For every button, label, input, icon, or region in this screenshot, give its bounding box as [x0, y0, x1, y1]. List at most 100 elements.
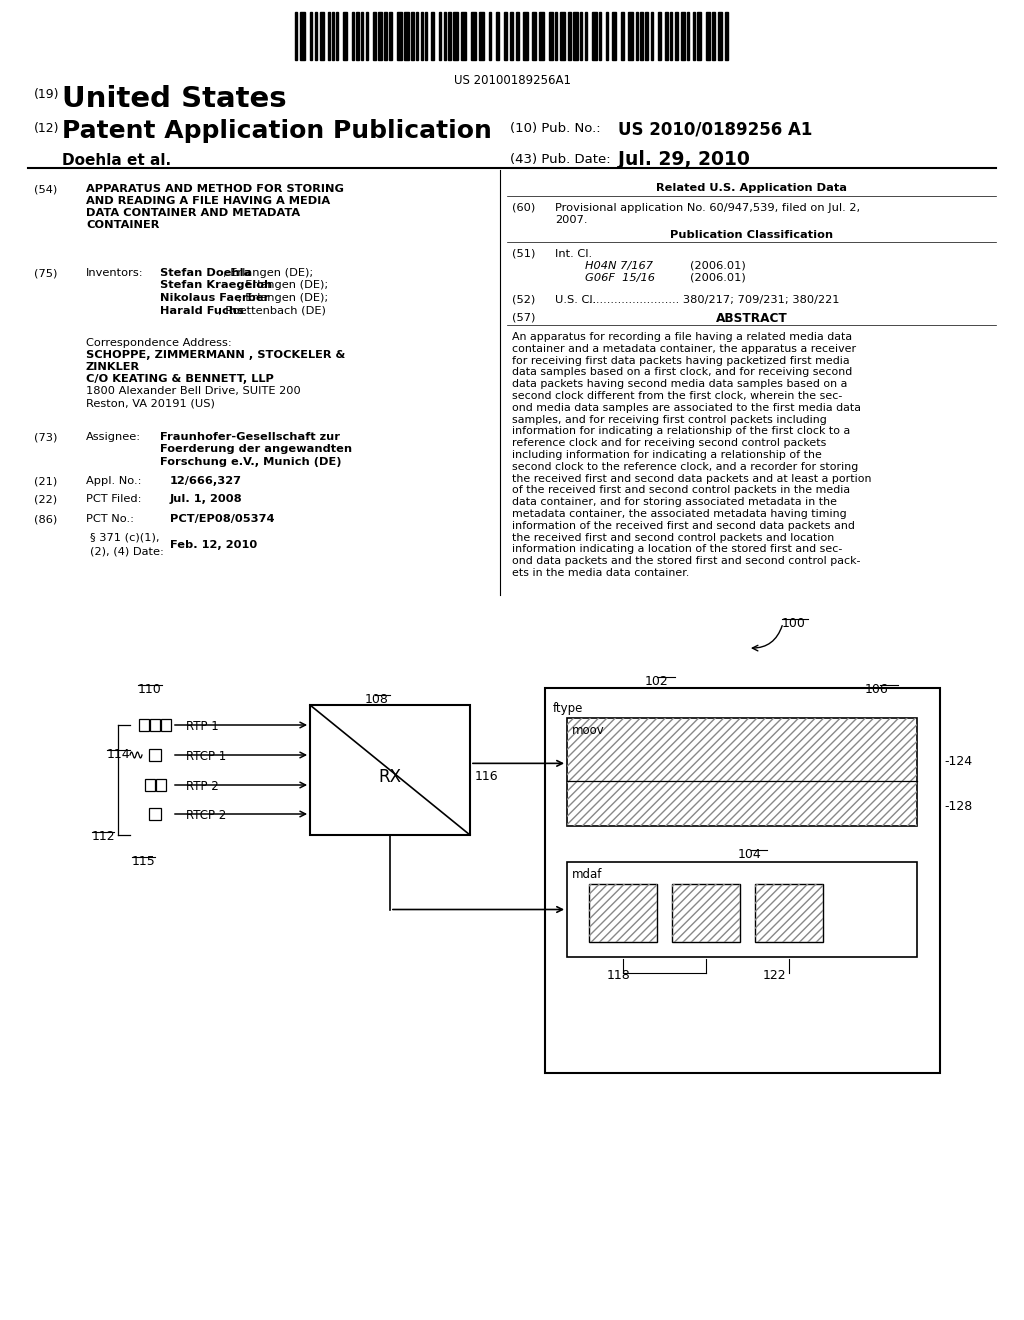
Text: (73): (73): [34, 432, 57, 442]
Text: (54): (54): [34, 183, 57, 194]
Bar: [672, 884, 740, 942]
Text: PCT Filed:: PCT Filed:: [86, 494, 141, 504]
Text: .......................... 380/217; 709/231; 380/221: .......................... 380/217; 709/…: [585, 294, 840, 305]
Text: (10) Pub. No.:: (10) Pub. No.:: [510, 121, 601, 135]
Text: (43) Pub. Date:: (43) Pub. Date:: [510, 153, 610, 166]
Text: Stefan Doehla: Stefan Doehla: [160, 268, 251, 279]
Text: for receiving first data packets having packetized first media: for receiving first data packets having …: [512, 355, 850, 366]
Text: PCT No.:: PCT No.:: [86, 513, 134, 524]
Text: Jul. 1, 2008: Jul. 1, 2008: [170, 494, 243, 504]
Text: the received first and second control packets and location: the received first and second control pa…: [512, 532, 835, 543]
Text: data samples based on a first clock, and for receiving second: data samples based on a first clock, and…: [512, 367, 852, 378]
Bar: [352, 12, 354, 59]
Text: SCHOPPE, ZIMMERMANN , STOCKELER &: SCHOPPE, ZIMMERMANN , STOCKELER &: [86, 350, 345, 360]
Text: (75): (75): [34, 268, 57, 279]
Bar: [573, 12, 578, 59]
Bar: [389, 12, 392, 59]
Text: United States: United States: [62, 84, 287, 114]
Text: (22): (22): [34, 494, 57, 504]
Text: CONTAINER: CONTAINER: [86, 220, 160, 230]
Bar: [755, 884, 823, 942]
Bar: [431, 12, 434, 59]
Text: RX: RX: [378, 768, 401, 785]
Bar: [319, 12, 324, 59]
Text: Harald Fuchs: Harald Fuchs: [160, 305, 244, 315]
Bar: [599, 12, 601, 59]
Bar: [606, 12, 608, 59]
Bar: [651, 12, 653, 59]
Text: (2), (4) Date:: (2), (4) Date:: [90, 546, 164, 556]
Text: -124: -124: [944, 755, 972, 768]
Bar: [336, 12, 338, 59]
Text: (60): (60): [512, 203, 536, 213]
Text: DATA CONTAINER AND METADATA: DATA CONTAINER AND METADATA: [86, 209, 300, 218]
Bar: [144, 779, 155, 791]
Bar: [361, 12, 362, 59]
Bar: [585, 12, 587, 59]
Bar: [343, 12, 347, 59]
Bar: [384, 12, 387, 59]
Bar: [425, 12, 427, 59]
Bar: [439, 12, 441, 59]
Bar: [592, 12, 597, 59]
Text: data container, and for storing associated metadata in the: data container, and for storing associat…: [512, 498, 837, 507]
Text: of the received first and second control packets in the media: of the received first and second control…: [512, 486, 850, 495]
Text: Patent Application Publication: Patent Application Publication: [62, 119, 492, 143]
Bar: [461, 12, 466, 59]
Text: ABSTRACT: ABSTRACT: [716, 312, 787, 325]
Text: 100: 100: [782, 616, 806, 630]
Text: 118: 118: [607, 969, 631, 982]
Bar: [675, 12, 678, 59]
Text: RTCP 1: RTCP 1: [186, 750, 226, 763]
Text: second clock different from the first clock, wherein the sec-: second clock different from the first cl…: [512, 391, 843, 401]
Bar: [328, 12, 330, 59]
Text: -128: -128: [944, 800, 972, 813]
Bar: [156, 779, 166, 791]
Text: Nikolaus Faerber: Nikolaus Faerber: [160, 293, 269, 304]
Text: information for indicating a relationship of the first clock to a: information for indicating a relationshi…: [512, 426, 850, 437]
Text: 2007.: 2007.: [555, 215, 588, 224]
Text: RTP 1: RTP 1: [186, 719, 219, 733]
Text: the received first and second data packets and at least a portion: the received first and second data packe…: [512, 474, 871, 483]
Bar: [545, 688, 940, 1073]
Bar: [712, 12, 715, 59]
Bar: [687, 12, 689, 59]
Bar: [658, 12, 662, 59]
Text: information of the received first and second data packets and: information of the received first and se…: [512, 521, 855, 531]
Text: Appl. No.:: Appl. No.:: [86, 477, 141, 486]
Bar: [489, 12, 490, 59]
Bar: [366, 12, 368, 59]
Text: ond media data samples are associated to the first media data: ond media data samples are associated to…: [512, 403, 861, 413]
Text: Doehla et al.: Doehla et al.: [62, 153, 171, 168]
Bar: [161, 719, 171, 731]
Bar: [471, 12, 476, 59]
Bar: [555, 12, 557, 59]
Bar: [332, 12, 334, 59]
Text: Reston, VA 20191 (US): Reston, VA 20191 (US): [86, 399, 215, 408]
Bar: [150, 719, 160, 731]
Bar: [621, 12, 624, 59]
Bar: [681, 12, 685, 59]
Text: container and a metadata container, the apparatus a receiver: container and a metadata container, the …: [512, 343, 856, 354]
Text: AND READING A FILE HAVING A MEDIA: AND READING A FILE HAVING A MEDIA: [86, 195, 330, 206]
Text: U.S. Cl.: U.S. Cl.: [555, 294, 596, 305]
Text: 110: 110: [138, 682, 162, 696]
Text: ZINKLER: ZINKLER: [86, 362, 140, 372]
Bar: [295, 12, 297, 59]
Bar: [697, 12, 701, 59]
Text: An apparatus for recording a file having a related media data: An apparatus for recording a file having…: [512, 333, 852, 342]
Text: Stefan Kraegeloh: Stefan Kraegeloh: [160, 281, 272, 290]
Bar: [539, 12, 544, 59]
Bar: [416, 12, 418, 59]
Bar: [504, 12, 507, 59]
Bar: [580, 12, 582, 59]
Bar: [665, 12, 668, 59]
Text: 12/666,327: 12/666,327: [170, 477, 242, 486]
Text: 115: 115: [132, 855, 156, 869]
Bar: [670, 12, 672, 59]
Bar: [496, 12, 499, 59]
Bar: [640, 12, 643, 59]
Bar: [589, 884, 657, 942]
Text: § 371 (c)(1),: § 371 (c)(1),: [90, 533, 160, 543]
Bar: [300, 12, 305, 59]
